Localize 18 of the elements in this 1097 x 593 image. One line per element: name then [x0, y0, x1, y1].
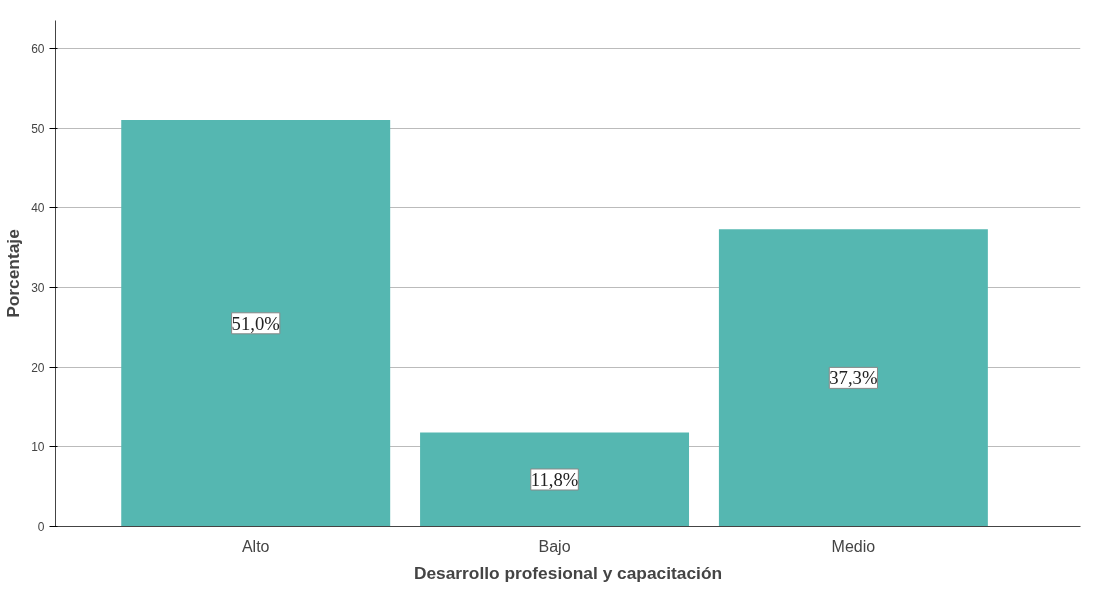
bar	[718, 229, 988, 527]
y-tick-label: 0	[37, 520, 45, 534]
x-tick-label: Alto	[241, 537, 270, 555]
x-tick-label: Bajo	[538, 537, 571, 555]
bar	[420, 432, 690, 527]
y-axis-title: Porcentaje	[3, 228, 24, 318]
x-axis-title: Desarrollo profesional y capacitación	[413, 562, 723, 583]
x-tick-label: Medio	[831, 537, 876, 555]
y-tick-label: 50	[31, 121, 45, 136]
data-label: 37,3%	[829, 367, 878, 389]
y-tick-label: 10	[31, 440, 45, 455]
data-label: 11,8%	[530, 468, 579, 490]
bar	[121, 120, 391, 527]
y-tick-label: 60	[31, 41, 45, 56]
y-tick-label: 40	[31, 201, 45, 216]
y-tick-label: 20	[31, 360, 45, 375]
data-label: 51,0%	[231, 312, 280, 334]
y-tick-label: 30	[31, 280, 45, 295]
